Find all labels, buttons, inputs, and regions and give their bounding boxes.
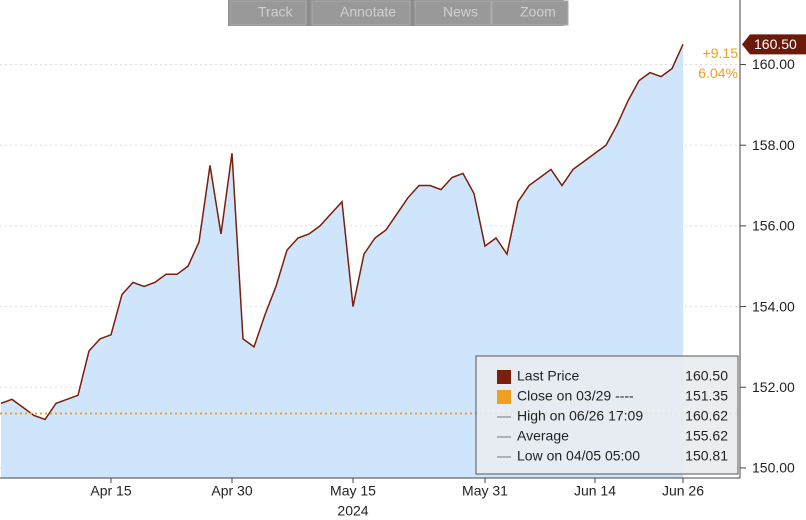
y-tick-label: 158.00 [752,137,795,153]
legend-name: Close on 03/29 ---- [517,388,634,404]
x-tick-label: Jun 26 [662,483,704,499]
toolbar-button[interactable] [491,0,569,26]
last-price-label: 160.50 [754,36,797,52]
y-tick-label: 154.00 [752,298,795,314]
legend-swatch [497,390,511,404]
toolbar-label[interactable]: Zoom [520,4,556,20]
last-price-tag [742,34,806,55]
toolbar-button[interactable] [229,0,307,26]
x-tick-label: May 15 [330,483,376,499]
legend-name: Average [517,428,569,444]
legend-name: Last Price [517,368,579,384]
y-tick-label: 150.00 [752,460,795,476]
toolbar-label[interactable]: Annotate [340,4,396,20]
y-tick-label: 160.00 [752,56,795,72]
x-tick-label: May 31 [462,483,508,499]
x-tick-label: Jun 14 [574,483,616,499]
y-tick-label: 152.00 [752,379,795,395]
overlay: Last Price 160.50 Close on 03/29 ---- 151.3… [228,0,739,475]
legend-value: 160.50 [685,368,728,384]
x-year-label: 2024 [337,503,368,519]
legend-value: 155.62 [685,428,728,444]
legend-value: 150.81 [685,448,728,464]
x-tick-label: Apr 15 [90,483,131,499]
toolbar-label[interactable]: Track [258,4,293,20]
legend-value: 160.62 [685,408,728,424]
legend-value: 151.35 [685,388,728,404]
toolbar-button[interactable] [414,0,492,26]
legend-box [475,355,739,475]
toolbar-label[interactable]: News [443,4,478,20]
x-tick-label: Apr 30 [211,483,252,499]
toolbar-button[interactable] [311,0,411,26]
change-pct-label: 6.04% [698,65,738,81]
legend-name: High on 06/26 17:09 [517,408,643,424]
legend-name: Low on 04/05 05:00 [517,448,640,464]
legend-swatch [497,370,511,384]
y-tick-label: 156.00 [752,218,795,234]
price-line [0,44,684,421]
change-label: +9.15 [703,45,739,61]
